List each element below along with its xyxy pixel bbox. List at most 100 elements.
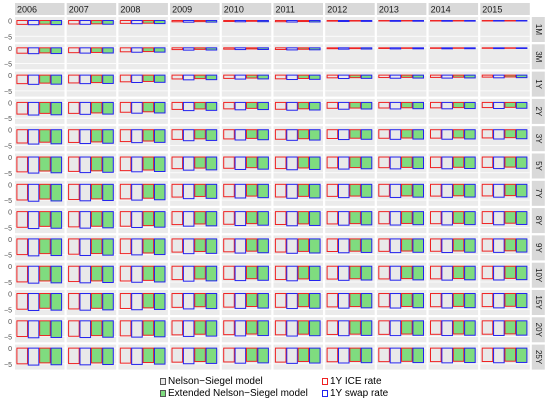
facet-strip-2014: [428, 3, 479, 15]
bar-2011-2Y-0: [274, 101, 287, 110]
bar-2014-8Y-3: [464, 211, 476, 226]
bar-2014-25Y-3: [464, 347, 476, 364]
bar-2010-5Y-1: [234, 156, 247, 170]
bar-2011-3Y-2: [297, 129, 310, 140]
bar-2013-1Y-1: [389, 74, 402, 79]
bar-2006-3M-0: [16, 47, 28, 54]
bar-2011-9Y-0: [274, 238, 287, 253]
bar-2014-20Y-3: [464, 320, 476, 336]
facet-label-9Y: 9Y: [534, 243, 543, 253]
bar-2011-3M-1: [286, 47, 298, 51]
bar-2014-9Y-3: [464, 238, 476, 253]
bar-2008-10Y-3: [153, 265, 166, 283]
bar-2010-1M-1: [234, 20, 247, 23]
bar-2006-3M-1: [27, 47, 40, 55]
y-tick-label: 0: [8, 155, 12, 162]
bar-2009-5Y-2: [194, 156, 206, 169]
bar-2008-1Y-3: [153, 74, 166, 83]
bar-2011-1Y-0: [274, 74, 287, 80]
bar-2010-5Y-3: [257, 156, 269, 170]
y-tick-label: −5: [4, 225, 12, 232]
bar-2010-8Y-3: [257, 211, 269, 226]
bar-2011-9Y-2: [297, 238, 310, 252]
facet-strip-25Y: [531, 344, 545, 370]
bar-2006-3Y-0: [16, 129, 28, 144]
bar-2012-3M-2: [349, 47, 361, 50]
facet-strip-2015: [480, 3, 530, 15]
bar-2007-7Y-2: [90, 183, 103, 200]
bar-2007-10Y-1: [79, 265, 92, 284]
bar-2008-15Y-0: [119, 293, 132, 309]
bar-2007-20Y-3: [102, 320, 114, 338]
bar-2008-1M-0: [119, 20, 132, 24]
bar-2013-5Y-1: [389, 156, 402, 170]
facet-strip-2012: [325, 3, 375, 15]
bar-2010-3Y-1: [234, 129, 247, 141]
y-tick-label: −5: [4, 307, 12, 314]
bar-2012-1M-3: [360, 20, 373, 22]
bar-2015-15Y-1: [493, 293, 505, 309]
bar-2009-25Y-0: [171, 347, 184, 363]
bar-2006-3Y-3: [50, 129, 63, 145]
bar-2014-1Y-3: [464, 74, 476, 79]
bar-2010-7Y-0: [223, 183, 235, 198]
bar-2009-20Y-0: [171, 320, 184, 336]
bar-2007-3Y-3: [102, 129, 114, 144]
bar-2008-10Y-0: [119, 265, 132, 282]
bar-2009-2Y-0: [171, 101, 184, 110]
bar-2006-15Y-3: [50, 293, 63, 311]
bar-2006-7Y-0: [16, 183, 28, 201]
facet-label-25Y: 25Y: [534, 350, 543, 365]
bar-2008-5Y-2: [142, 156, 155, 171]
bar-2007-10Y-2: [90, 265, 103, 282]
bar-2007-9Y-1: [79, 238, 92, 256]
bar-2012-3Y-2: [349, 129, 361, 139]
bar-2007-1M-1: [79, 20, 92, 25]
y-tick-label: 0: [8, 73, 12, 80]
bar-2008-1Y-1: [131, 74, 143, 83]
bar-2012-25Y-0: [326, 347, 339, 363]
bar-2014-10Y-0: [430, 265, 442, 280]
bar-2011-1Y-1: [286, 74, 298, 81]
bar-2015-3Y-0: [481, 129, 494, 139]
bar-2011-10Y-2: [297, 265, 310, 280]
bar-2012-2Y-0: [326, 101, 339, 109]
bar-2011-25Y-1: [286, 347, 298, 364]
bar-2013-10Y-3: [412, 265, 424, 281]
facet-strip-3Y: [531, 126, 545, 152]
bar-2009-5Y-1: [182, 156, 195, 171]
bar-2015-8Y-1: [493, 211, 505, 226]
bar-2006-7Y-3: [50, 183, 63, 202]
bar-2006-3M-2: [39, 47, 51, 54]
bar-2006-2Y-2: [39, 101, 51, 114]
bar-2007-7Y-1: [79, 183, 92, 202]
bar-2012-5Y-0: [326, 156, 339, 169]
bar-2014-7Y-0: [430, 183, 442, 197]
legend-label-extended-nelson-siegel: Extended Nelson−Siegel model: [168, 388, 308, 399]
bar-2006-1M-2: [39, 20, 51, 25]
bar-2011-25Y-0: [274, 347, 287, 363]
bar-2007-7Y-3: [102, 183, 114, 201]
bar-2008-8Y-3: [153, 211, 166, 228]
bar-2013-10Y-1: [389, 265, 402, 281]
bar-2006-25Y-1: [27, 347, 40, 366]
bar-2012-7Y-2: [349, 183, 361, 197]
bar-2015-10Y-2: [504, 265, 517, 279]
bar-2006-7Y-2: [39, 183, 51, 200]
bar-2013-25Y-0: [378, 347, 390, 363]
bar-2006-15Y-0: [16, 293, 28, 310]
bar-2006-8Y-3: [50, 211, 63, 229]
bar-2008-2Y-1: [131, 101, 143, 114]
bar-2010-9Y-2: [245, 238, 258, 252]
bar-2012-10Y-3: [360, 265, 373, 281]
bar-2006-9Y-0: [16, 238, 28, 256]
bar-2014-15Y-0: [430, 293, 442, 308]
bar-2015-2Y-3: [515, 101, 528, 109]
bar-2012-7Y-0: [326, 183, 339, 197]
bar-2006-2Y-0: [16, 101, 28, 115]
bar-2012-7Y-3: [360, 183, 373, 198]
bar-2015-5Y-1: [493, 156, 505, 170]
bar-2015-15Y-3: [515, 293, 528, 309]
bar-2006-7Y-1: [27, 183, 40, 202]
bar-2009-25Y-1: [182, 347, 195, 365]
